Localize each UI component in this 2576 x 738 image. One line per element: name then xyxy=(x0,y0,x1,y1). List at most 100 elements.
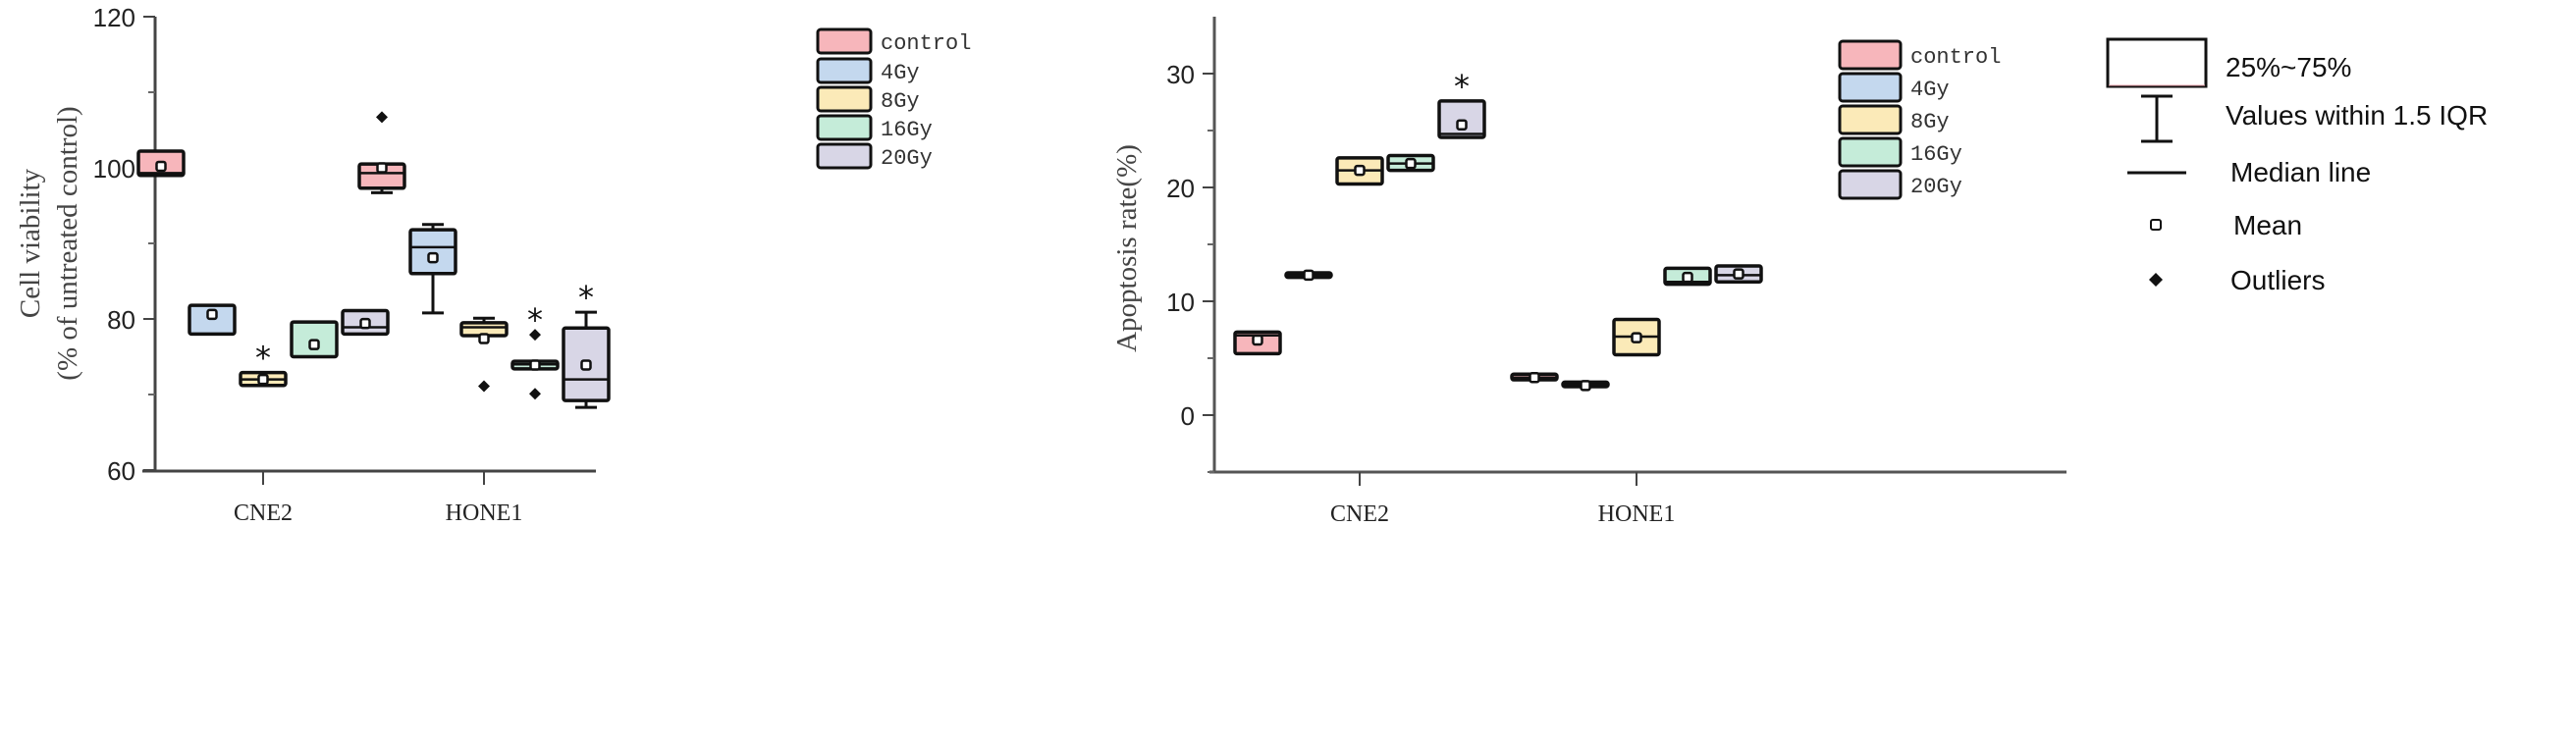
group-legend: control 4Gy 8Gy 16Gy 20Gy xyxy=(1838,39,2001,200)
box-4Gy-HONE1 xyxy=(408,223,457,315)
box-8Gy-CNE2: * xyxy=(239,340,288,388)
legend-label-control: control xyxy=(1910,45,2001,70)
box-4Gy-HONE1 xyxy=(1561,380,1610,392)
legend-label-16gy: 16Gy xyxy=(1910,142,1962,167)
apoptosis-rate-chart: 0 10 20 30 CNE2 HONE1 * Apoptosis rate(%) con… xyxy=(1111,17,2066,527)
legend-label-20gy: 20Gy xyxy=(881,146,933,171)
y-tick-label: 60 xyxy=(107,456,135,486)
mean-marker xyxy=(1733,268,1744,280)
mean-marker xyxy=(308,339,320,350)
significance-marker: * xyxy=(1454,68,1470,105)
key-box-icon xyxy=(2106,37,2208,88)
mean-marker xyxy=(1405,157,1417,170)
y-tick-label: 10 xyxy=(1166,288,1195,317)
key-mean-label: Mean xyxy=(2233,210,2302,240)
box-4Gy-CNE2 xyxy=(1284,269,1333,282)
box-control-CNE2 xyxy=(1233,330,1282,356)
x-tick-label: HONE1 xyxy=(1598,501,1676,527)
legend-swatch-4gy xyxy=(816,57,873,84)
key-mean-icon xyxy=(2150,219,2162,231)
box-8Gy-CNE2 xyxy=(1335,156,1384,186)
key-outlier-icon xyxy=(2149,273,2163,287)
legend-label-16gy: 16Gy xyxy=(881,118,933,142)
legend-label-20gy: 20Gy xyxy=(1910,175,1962,199)
box-20Gy-CNE2: * xyxy=(1437,68,1486,139)
box-16Gy-CNE2 xyxy=(290,320,339,359)
boxplot-key-legend: 25%~75% Values within 1.5 IQR Median lin… xyxy=(2106,37,2488,295)
legend-label-4gy: 4Gy xyxy=(1910,78,1950,102)
mean-marker xyxy=(359,317,371,330)
significance-marker: * xyxy=(527,301,543,339)
y-tick-label: 80 xyxy=(107,305,135,335)
mean-marker xyxy=(580,359,592,371)
mean-marker xyxy=(257,373,269,386)
legend-swatch-16gy xyxy=(816,114,873,141)
key-median-label: Median line xyxy=(2230,157,2371,187)
cell-viability-chart: 60 80 100 120 CNE2 HONE1 * * * Cell viability (… xyxy=(15,3,971,526)
box-control-HONE1 xyxy=(1510,371,1559,384)
x-tick-label: CNE2 xyxy=(1330,501,1389,527)
y-tick-label: 20 xyxy=(1166,174,1195,203)
legend-swatch-8gy xyxy=(1838,104,1903,135)
outlier-marker xyxy=(529,329,541,342)
mean-marker xyxy=(1529,371,1540,384)
significance-marker: * xyxy=(578,279,594,316)
legend-label-4gy: 4Gy xyxy=(881,61,920,85)
legend-swatch-8gy xyxy=(816,85,873,113)
box-8Gy-HONE1 xyxy=(459,316,509,393)
outlier-marker xyxy=(478,380,490,393)
box-control-CNE2 xyxy=(136,149,186,178)
mean-marker xyxy=(1580,380,1591,392)
y-tick-label: 30 xyxy=(1166,60,1195,89)
y-axis-label: Apoptosis rate(%) xyxy=(1111,144,1143,352)
mean-marker xyxy=(206,308,218,321)
legend-swatch-control xyxy=(816,27,873,55)
legend-label-8gy: 8Gy xyxy=(1910,110,1950,134)
legend-label-control: control xyxy=(881,31,971,56)
mean-marker xyxy=(427,251,439,264)
mean-marker xyxy=(1354,164,1366,177)
y-axis-label-line2: (% of untreated control) xyxy=(52,106,83,380)
significance-marker: * xyxy=(255,340,271,377)
mean-marker xyxy=(376,162,388,174)
mean-marker xyxy=(529,359,541,371)
box-16Gy-CNE2 xyxy=(1386,153,1435,173)
mean-marker xyxy=(1252,334,1263,346)
legend-swatch-control xyxy=(1838,39,1903,71)
box-16Gy-HONE1: * xyxy=(510,301,560,400)
mean-marker xyxy=(1682,271,1693,284)
outlier-marker xyxy=(529,388,541,400)
y-tick-label: 0 xyxy=(1181,401,1195,431)
mean-marker xyxy=(1631,332,1642,343)
x-tick-label: HONE1 xyxy=(446,501,523,526)
iqr-box xyxy=(1437,99,1486,139)
legend-label-8gy: 8Gy xyxy=(881,89,920,114)
box-20Gy-HONE1 xyxy=(1714,264,1763,285)
iqr-box xyxy=(408,228,457,276)
legend-swatch-16gy xyxy=(1838,136,1903,168)
mean-marker xyxy=(155,160,167,173)
box-16Gy-HONE1 xyxy=(1663,266,1712,287)
y-tick-label: 100 xyxy=(93,154,135,184)
x-tick-label: CNE2 xyxy=(234,501,293,526)
key-whisker-label: Values within 1.5 IQR xyxy=(2226,100,2488,131)
key-whisker-icon xyxy=(2141,94,2173,143)
group-legend: control 4Gy 8Gy 16Gy 20Gy xyxy=(816,27,971,171)
legend-swatch-20gy xyxy=(1838,169,1903,200)
y-tick-label: 120 xyxy=(93,3,135,32)
box-20Gy-HONE1: * xyxy=(562,279,611,409)
legend-swatch-4gy xyxy=(1838,72,1903,103)
mean-marker xyxy=(1456,119,1468,131)
key-box-label: 25%~75% xyxy=(2226,52,2351,82)
box-control-HONE1 xyxy=(357,111,406,194)
mean-marker xyxy=(478,333,490,344)
legend-swatch-20gy xyxy=(816,142,873,170)
box-20Gy-CNE2 xyxy=(341,308,390,337)
box-8Gy-HONE1 xyxy=(1612,317,1661,357)
outlier-marker xyxy=(376,111,388,124)
y-axis-label-line1: Cell viability xyxy=(15,168,46,318)
key-outlier-label: Outliers xyxy=(2230,265,2325,295)
mean-marker xyxy=(1303,269,1315,282)
box-4Gy-CNE2 xyxy=(188,303,237,337)
